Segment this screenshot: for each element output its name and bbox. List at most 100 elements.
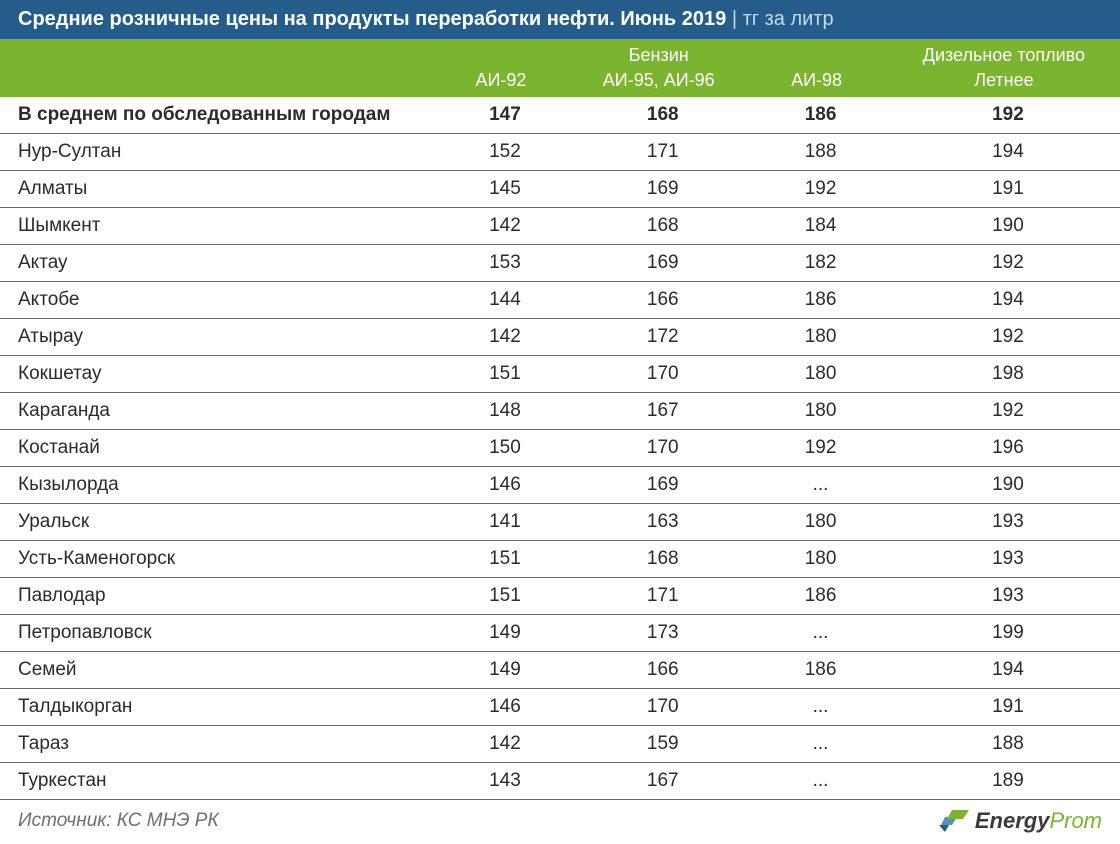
table-row: Шымкент142168184190 bbox=[0, 208, 1120, 245]
price-cell: 193 bbox=[888, 504, 1120, 541]
subheader-summer: Летнее bbox=[888, 68, 1120, 97]
price-cell: ... bbox=[745, 615, 888, 652]
city-name-cell: Атырау bbox=[0, 319, 430, 356]
price-cell: 180 bbox=[745, 541, 888, 578]
price-cell: 172 bbox=[572, 319, 745, 356]
price-cell: 170 bbox=[572, 689, 745, 726]
prices-table: Бензин Дизельное топливо АИ-92 АИ-95, АИ… bbox=[0, 39, 1120, 800]
price-cell: 190 bbox=[888, 208, 1120, 245]
city-name-cell: Талдыкорган bbox=[0, 689, 430, 726]
price-cell: 144 bbox=[430, 282, 573, 319]
price-cell: ... bbox=[745, 689, 888, 726]
price-cell: 193 bbox=[888, 541, 1120, 578]
price-cell: 166 bbox=[572, 652, 745, 689]
energyprom-logo: EnergyProm bbox=[939, 808, 1102, 834]
price-cell: 188 bbox=[745, 134, 888, 171]
header-blank-0 bbox=[0, 39, 430, 68]
price-cell: 168 bbox=[572, 97, 745, 134]
price-cell: 167 bbox=[572, 763, 745, 800]
price-cell: 186 bbox=[745, 652, 888, 689]
price-cell: 170 bbox=[572, 356, 745, 393]
table-row: Петропавловск149173...199 bbox=[0, 615, 1120, 652]
price-cell: 189 bbox=[888, 763, 1120, 800]
price-cell: 173 bbox=[572, 615, 745, 652]
city-name-cell: Кокшетау bbox=[0, 356, 430, 393]
price-cell: 169 bbox=[572, 171, 745, 208]
table-row: Атырау142172180192 bbox=[0, 319, 1120, 356]
city-name-cell: Усть-Каменогорск bbox=[0, 541, 430, 578]
price-cell: ... bbox=[745, 726, 888, 763]
city-name-cell: Тараз bbox=[0, 726, 430, 763]
price-cell: 199 bbox=[888, 615, 1120, 652]
subheader-ai95-96: АИ-95, АИ-96 bbox=[572, 68, 745, 97]
price-cell: 142 bbox=[430, 726, 573, 763]
price-cell: 192 bbox=[888, 245, 1120, 282]
price-cell: 170 bbox=[572, 430, 745, 467]
logo-mark-icon bbox=[939, 810, 969, 832]
price-cell: 145 bbox=[430, 171, 573, 208]
price-cell: 180 bbox=[745, 393, 888, 430]
city-name-cell: Нур-Султан bbox=[0, 134, 430, 171]
price-cell: 147 bbox=[430, 97, 573, 134]
subheader-ai92: АИ-92 bbox=[430, 68, 573, 97]
price-cell: 193 bbox=[888, 578, 1120, 615]
price-cell: 198 bbox=[888, 356, 1120, 393]
price-cell: 192 bbox=[888, 319, 1120, 356]
price-cell: 182 bbox=[745, 245, 888, 282]
subheader-ai98: АИ-98 bbox=[745, 68, 888, 97]
price-cell: 142 bbox=[430, 208, 573, 245]
price-cell: 153 bbox=[430, 245, 573, 282]
price-cell: 191 bbox=[888, 171, 1120, 208]
price-cell: 171 bbox=[572, 578, 745, 615]
header-group-diesel: Дизельное топливо bbox=[888, 39, 1120, 68]
price-cell: 186 bbox=[745, 97, 888, 134]
city-name-cell: Павлодар bbox=[0, 578, 430, 615]
table-row: Алматы145169192191 bbox=[0, 171, 1120, 208]
city-name-cell: Костанай bbox=[0, 430, 430, 467]
price-cell: 152 bbox=[430, 134, 573, 171]
price-cell: ... bbox=[745, 763, 888, 800]
city-name-cell: В среднем по обследованным городам bbox=[0, 97, 430, 134]
city-name-cell: Петропавловск bbox=[0, 615, 430, 652]
price-cell: 180 bbox=[745, 504, 888, 541]
price-cell: 180 bbox=[745, 356, 888, 393]
table-row: Костанай150170192196 bbox=[0, 430, 1120, 467]
price-cell: 191 bbox=[888, 689, 1120, 726]
price-cell: ... bbox=[745, 467, 888, 504]
price-cell: 148 bbox=[430, 393, 573, 430]
price-cell: 186 bbox=[745, 578, 888, 615]
price-cell: 143 bbox=[430, 763, 573, 800]
price-cell: 159 bbox=[572, 726, 745, 763]
price-cell: 169 bbox=[572, 245, 745, 282]
logo-text-prom: Prom bbox=[1049, 808, 1102, 834]
table-row: Талдыкорган146170...191 bbox=[0, 689, 1120, 726]
source-label: Источник: КС МНЭ РК bbox=[18, 810, 219, 832]
table-row: Уральск141163180193 bbox=[0, 504, 1120, 541]
price-cell: 167 bbox=[572, 393, 745, 430]
price-cell: 166 bbox=[572, 282, 745, 319]
table-row: Кызылорда146169...190 bbox=[0, 467, 1120, 504]
city-name-cell: Шымкент bbox=[0, 208, 430, 245]
city-name-cell: Караганда bbox=[0, 393, 430, 430]
price-cell: 168 bbox=[572, 208, 745, 245]
table-row: Нур-Султан152171188194 bbox=[0, 134, 1120, 171]
price-cell: 186 bbox=[745, 282, 888, 319]
table-header: Бензин Дизельное топливо АИ-92 АИ-95, АИ… bbox=[0, 39, 1120, 97]
title-main: Средние розничные цены на продукты перер… bbox=[18, 8, 726, 30]
table-row: Усть-Каменогорск151168180193 bbox=[0, 541, 1120, 578]
price-cell: 192 bbox=[745, 430, 888, 467]
table-row: Павлодар151171186193 bbox=[0, 578, 1120, 615]
price-cell: 188 bbox=[888, 726, 1120, 763]
fuel-prices-table-card: Средние розничные цены на продукты перер… bbox=[0, 0, 1120, 844]
price-cell: 196 bbox=[888, 430, 1120, 467]
table-row: Туркестан143167...189 bbox=[0, 763, 1120, 800]
city-name-cell: Алматы bbox=[0, 171, 430, 208]
table-row: Актау153169182192 bbox=[0, 245, 1120, 282]
price-cell: 142 bbox=[430, 319, 573, 356]
subheader-blank bbox=[0, 68, 430, 97]
price-cell: 146 bbox=[430, 689, 573, 726]
price-cell: 180 bbox=[745, 319, 888, 356]
city-name-cell: Актау bbox=[0, 245, 430, 282]
table-body: В среднем по обследованным городам147168… bbox=[0, 97, 1120, 800]
price-cell: 184 bbox=[745, 208, 888, 245]
